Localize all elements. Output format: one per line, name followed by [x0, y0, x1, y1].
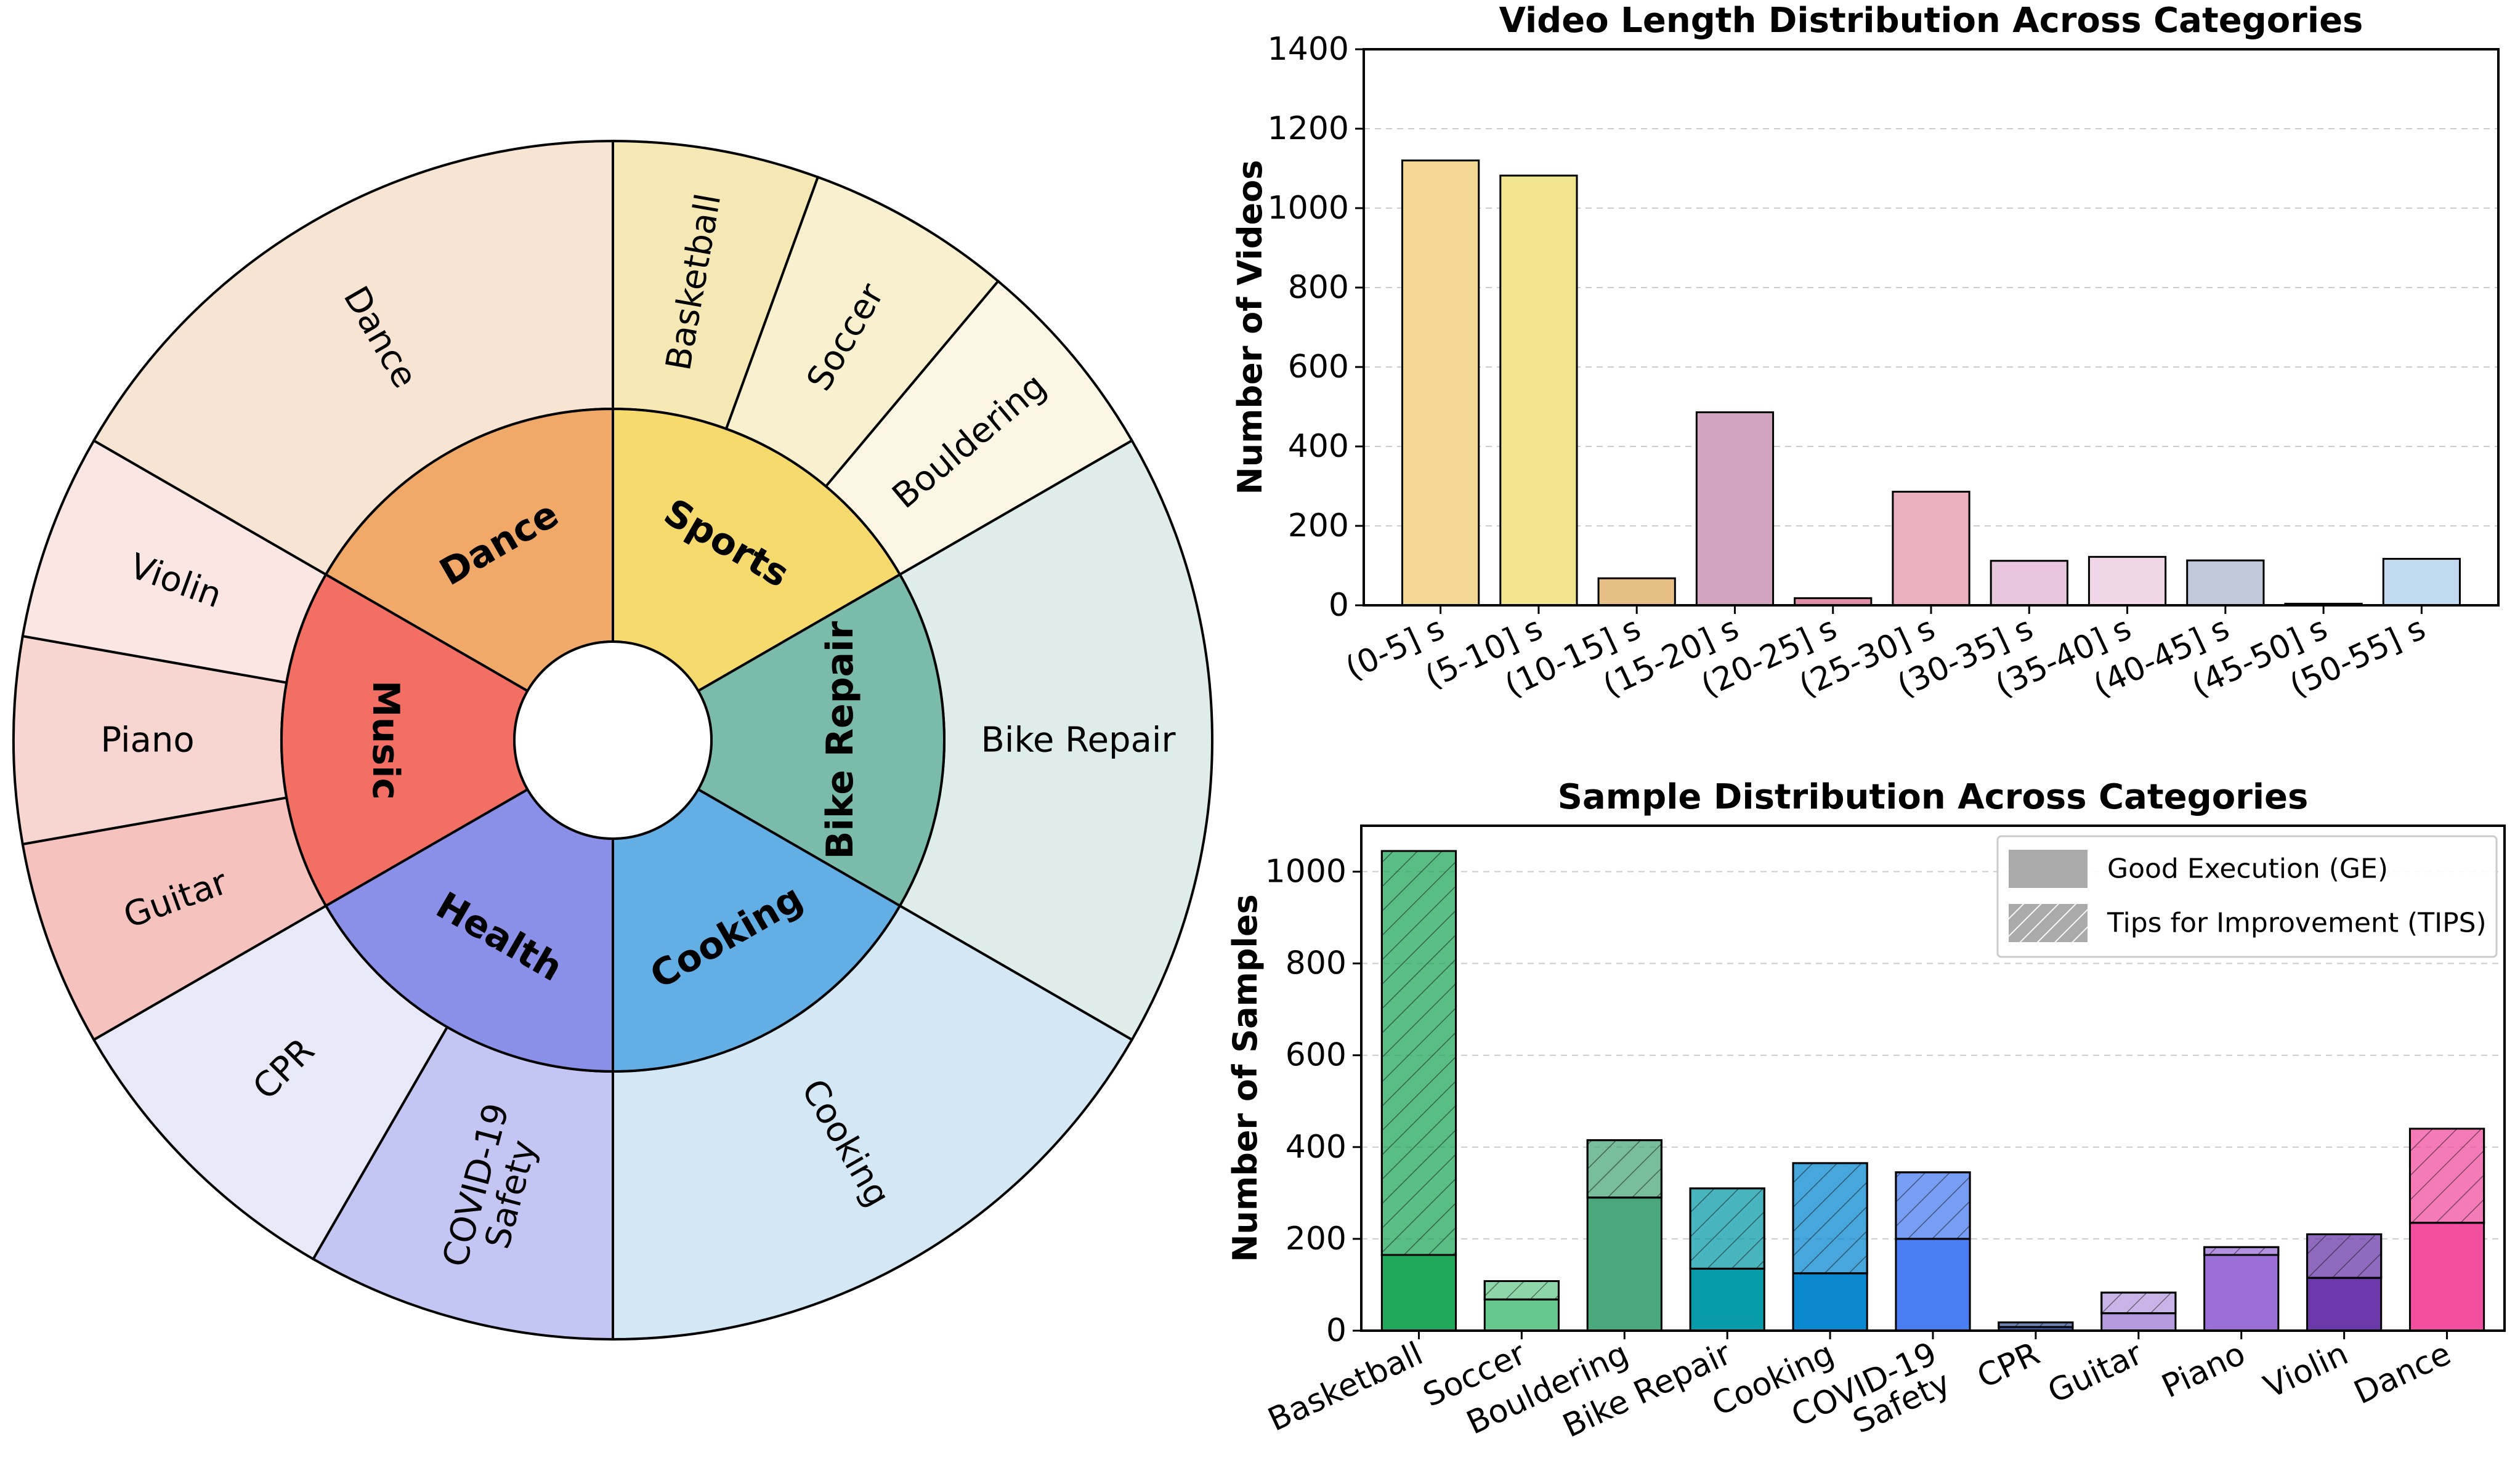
y-tick-label: 400 [1288, 428, 1349, 465]
legend-box [1996, 835, 2498, 958]
y-tick-label: 600 [1286, 1037, 1347, 1074]
bar-0-5-s [1401, 159, 1480, 607]
y-tick-labels: 0 200 400 600 800 1000 [1265, 853, 1361, 1349]
bar-cooking-ge [1792, 1272, 1868, 1332]
legend-swatch-ge [2009, 850, 2088, 888]
bar-30-35-s [1990, 560, 2068, 607]
y-tick-label: 1200 [1268, 110, 1349, 147]
plot-frame [1363, 48, 2500, 607]
bar-dance-ge [2408, 1222, 2485, 1332]
x-tick-label: Dance [2349, 1335, 2456, 1411]
y-tick-label: 0 [1329, 587, 1349, 624]
y-tick-label: 200 [1286, 1220, 1347, 1257]
chart-title: Video Length Distribution Across Categor… [1499, 1, 2363, 41]
bar-hatch-violin [2306, 1233, 2383, 1279]
bar-hatch-cooking [1792, 1162, 1868, 1275]
sunburst-inner-label: Bike Repair [819, 621, 862, 859]
bar-hatch-bouldering [1586, 1139, 1662, 1199]
y-tick-label: 1000 [1265, 853, 1347, 890]
bar-bike-repair-ge [1689, 1267, 1765, 1332]
bar-50-55-s [2382, 558, 2461, 607]
sunburst-outer-label: Bike Repair [981, 720, 1177, 760]
chart-title: Sample Distribution Across Categories [1558, 777, 2309, 817]
bar-hatch-soccer [1483, 1280, 1560, 1301]
bar-hatch-covid-19-safety [1895, 1171, 1971, 1240]
bar-25-30-s [1892, 491, 1970, 607]
legend-swatch-hatch [2009, 904, 2088, 942]
x-tick-label: CPR [1972, 1335, 2045, 1395]
y-tick-label: 400 [1286, 1129, 1347, 1166]
y-tick-label: 600 [1288, 349, 1349, 385]
x-tick-label: Guitar [2043, 1335, 2148, 1411]
bar-violin-ge [2306, 1276, 2383, 1332]
y-tick-label: 1400 [1268, 31, 1349, 68]
bar-piano-ge [2203, 1254, 2280, 1332]
bar-soccer-ge [1483, 1298, 1560, 1332]
y-tick-label: 800 [1288, 269, 1349, 306]
legend-label: Tips for Improvement (TIPS) [2107, 908, 2487, 939]
x-tick-label: Piano [2157, 1335, 2251, 1405]
bar-hatch-bike-repair [1689, 1187, 1765, 1270]
bar-40-45-s [2186, 559, 2265, 607]
bar-5-10-s [1499, 174, 1578, 607]
bar-covid-19-safety-ge [1895, 1238, 1971, 1332]
sample-distribution-bar-chart: Sample Distribution Across Categories Nu… [1226, 777, 2506, 1445]
bar-15-20-s [1695, 411, 1775, 607]
sunburst-center [513, 640, 713, 840]
legend: Good Execution (GE) Tips for Improvement … [1996, 835, 2498, 958]
bar-basketball-ge [1380, 1254, 1457, 1332]
bars [1401, 159, 2461, 607]
y-tick-labels: 0 200 400 600 800 1000 1200 1400 [1268, 31, 1364, 624]
bar-hatch-basketball [1380, 850, 1457, 1256]
plot-frame [1360, 825, 2506, 1332]
bar-bouldering-ge [1586, 1196, 1662, 1332]
bar-hatch-piano [2203, 1246, 2280, 1256]
bar-hatch-guitar [2100, 1291, 2177, 1315]
bar-guitar-ge [2100, 1312, 2177, 1332]
legend-label: Good Execution (GE) [2107, 853, 2388, 885]
x-tick-labels: (0-5] s(5-10] s(10-15] s(15-20] s(20-25]… [1340, 605, 2431, 704]
x-tick-label: Basketball [1263, 1335, 1428, 1438]
sunburst-inner-label: Music [364, 680, 407, 800]
video-length-bar-chart: Video Length Distribution Across Categor… [1231, 1, 2500, 704]
y-axis-label: Number of Videos [1231, 160, 1270, 495]
y-axis-label: Number of Samples [1226, 894, 1265, 1262]
y-tick-label: 0 [1326, 1312, 1347, 1349]
y-tick-label: 800 [1286, 945, 1347, 982]
y-tick-label: 200 [1288, 507, 1349, 544]
y-tick-label: 1000 [1268, 190, 1349, 227]
bar-hatch-cpr [1998, 1321, 2074, 1328]
bar-hatch-dance [2408, 1127, 2485, 1224]
bar-10-15-s [1597, 577, 1676, 607]
x-tick-label: Violin [2259, 1335, 2354, 1406]
sunburst-outer-label: Piano [100, 720, 194, 760]
bar-35-40-s [2088, 555, 2167, 607]
